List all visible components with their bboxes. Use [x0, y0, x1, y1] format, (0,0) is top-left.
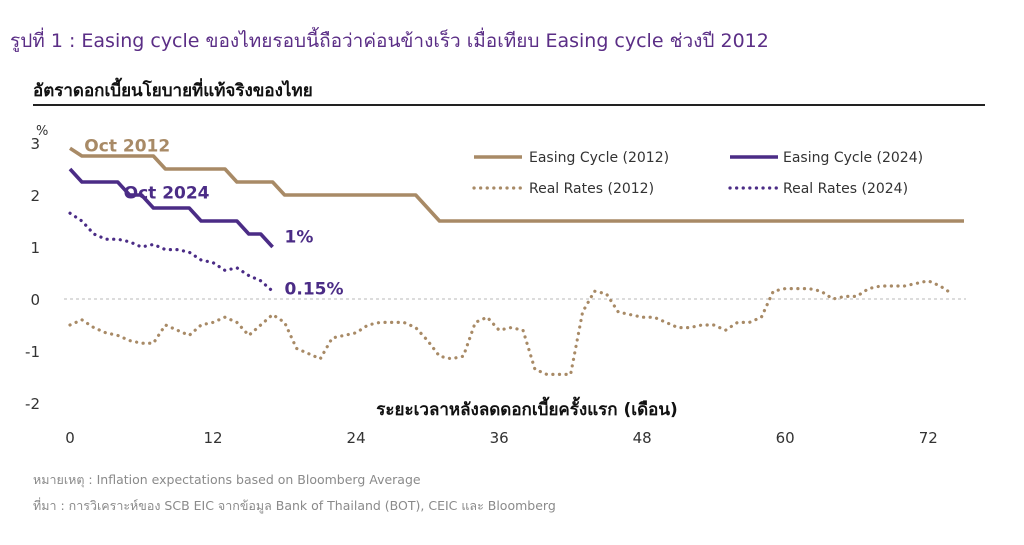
y-tick-label: 1 [30, 239, 40, 257]
x-tick-label: 48 [633, 429, 652, 447]
annotation-label-1: Oct 2012 [84, 137, 170, 157]
chart-note: หมายเหตุ : Inflation expectations based … [33, 472, 421, 487]
y-tick-label: -1 [25, 343, 40, 361]
y-tick-label: 2 [30, 187, 40, 205]
chart-source: ที่มา : การวิเคราะห์ของ SCB EIC จากข้อมู… [33, 498, 556, 513]
x-tick-label: 36 [490, 429, 509, 447]
x-tick-label: 72 [919, 429, 938, 447]
y-tick-label: 3 [30, 135, 40, 153]
y-tick-label: -2 [25, 395, 40, 413]
legend-label-2: Easing Cycle (2024) [783, 150, 923, 166]
x-tick-label: 60 [776, 429, 795, 447]
x-tick-label: 24 [347, 429, 366, 447]
x-tick-label: 12 [203, 429, 222, 447]
annotation-label-3: 1% [285, 228, 314, 248]
y-tick-label: 0 [30, 291, 40, 309]
x-tick-label: 0 [65, 429, 75, 447]
y-axis-unit-label: % [36, 124, 48, 139]
legend-label-3: Real Rates (2012) [529, 181, 654, 197]
chart-subtitle: อัตราดอกเบี้ยนโยบายที่แท้จริงของไทย [33, 81, 313, 101]
x-axis-title: ระยะเวลาหลังลดดอกเบี้ยครั้งแรก (เดือน) [376, 396, 677, 420]
annotation-label-2: Oct 2024 [124, 183, 210, 203]
series-line-4 [68, 211, 275, 293]
title-rule [33, 104, 985, 106]
figure-title: รูปที่ 1 : Easing cycle ของไทยรอบนี้ถือว… [10, 30, 769, 52]
annotation-label-4: 0.15% [285, 280, 344, 300]
legend-label-4: Real Rates (2024) [783, 181, 908, 197]
series-line-1 [69, 146, 964, 223]
series-line-2 [68, 167, 274, 249]
series-line-3 [68, 279, 954, 376]
legend-label-1: Easing Cycle (2012) [529, 150, 669, 166]
